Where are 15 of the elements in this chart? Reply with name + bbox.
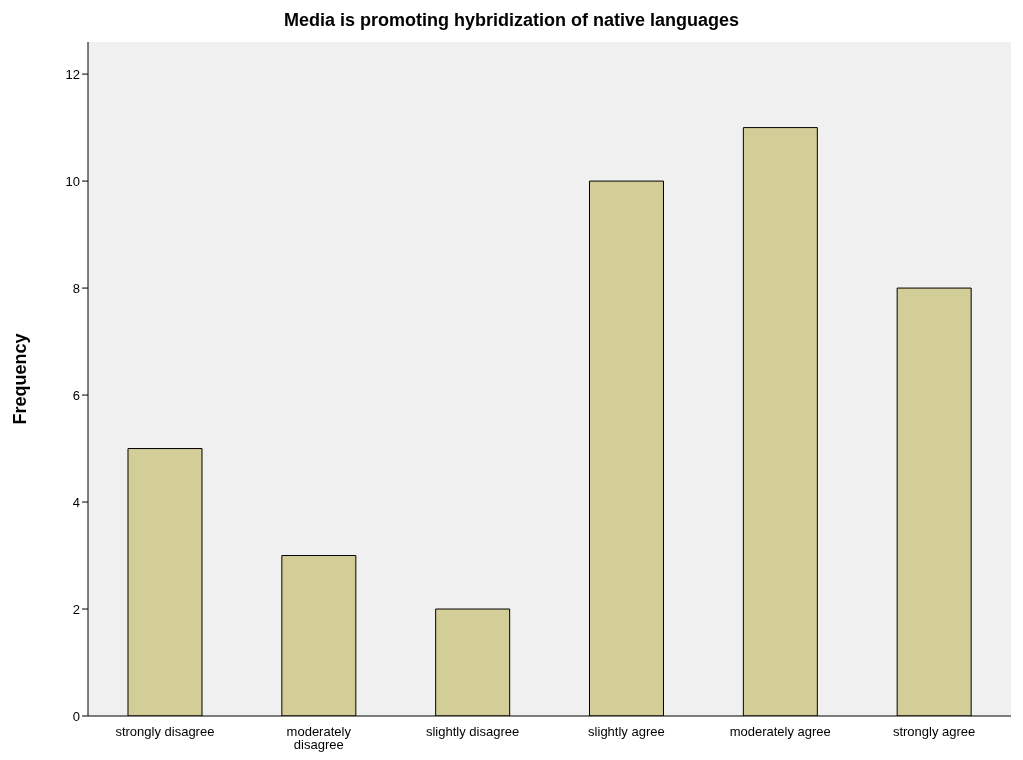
y-tick-label: 6 [72, 387, 80, 403]
y-axis-title: Frequency [10, 333, 31, 425]
chart-title: Media is promoting hybridization of native languages [282, 10, 740, 31]
y-tick-label: 0 [72, 708, 80, 724]
y-tick-label: 4 [72, 494, 80, 510]
y-tick-label: 10 [65, 173, 80, 189]
x-tick-label: slightly agree [588, 724, 665, 739]
x-tick-label: slightly disagree [425, 724, 520, 739]
y-tick-label: 12 [65, 66, 80, 82]
y-tick-label: 2 [72, 601, 80, 617]
y-tick-label: 8 [72, 280, 80, 296]
x-tick-label: strongly agree [892, 724, 976, 739]
x-tick-label: moderately agree [729, 724, 831, 739]
x-tick-label: moderately disagree [286, 724, 352, 752]
x-tick-label: strongly disagree [115, 724, 215, 739]
